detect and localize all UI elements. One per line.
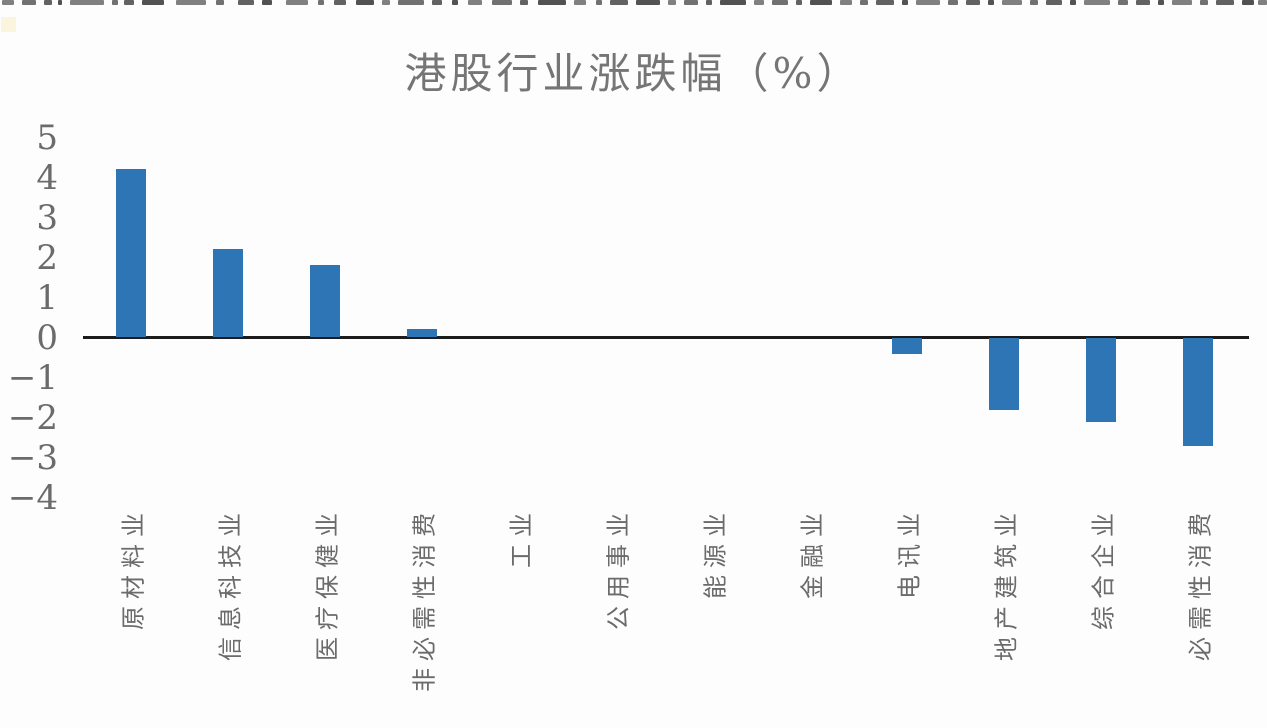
- y-tick-label: 2: [36, 238, 58, 278]
- cropped-text-fragment: [286, 0, 308, 5]
- cropped-text-fragment: [916, 0, 940, 5]
- y-tick-label: 1: [36, 278, 58, 318]
- cropped-text-fragment: [58, 0, 62, 5]
- bar-10: [989, 338, 1019, 410]
- x-axis-label: 能源业: [701, 506, 730, 599]
- cropped-text-fragment: [1200, 0, 1208, 5]
- x-axis-label: 医疗保健业: [313, 506, 342, 661]
- cropped-text-fragment: [492, 0, 512, 5]
- cropped-text-fragment: [706, 0, 712, 5]
- highlight-fragment: [1, 17, 16, 32]
- x-axis-label: 工业: [507, 506, 536, 568]
- cropped-text-fragment: [668, 0, 676, 5]
- cropped-text-fragment: [1242, 0, 1254, 5]
- bar-9: [892, 338, 922, 354]
- cropped-text-fragment: [948, 0, 958, 5]
- cropped-text-fragment: [1258, 0, 1267, 5]
- cropped-text-fragment: [988, 0, 994, 5]
- cropped-text-fragment: [684, 0, 698, 5]
- cropped-text-fragment: [112, 0, 118, 5]
- cropped-text-fragment: [22, 0, 36, 5]
- cropped-text-fragment: [1084, 0, 1110, 5]
- cropped-text-fragment: [538, 0, 566, 5]
- cropped-text-fragment: [840, 0, 852, 5]
- cropped-text-fragment: [238, 0, 254, 5]
- cropped-text-fragment: [142, 0, 164, 5]
- cropped-text-fragment: [70, 0, 104, 5]
- cropped-text-fragment: [176, 0, 206, 5]
- bar-4: [407, 329, 437, 337]
- cropped-text-fragment: [318, 0, 324, 5]
- cropped-text-fragment: [398, 0, 424, 5]
- y-tick-label: −1: [7, 358, 58, 398]
- cropped-text-fragment: [468, 0, 482, 5]
- x-axis-label: 原材料业: [119, 506, 148, 630]
- cropped-text-fragment: [1002, 0, 1022, 5]
- y-tick-label: −3: [7, 438, 58, 478]
- bar-1: [116, 169, 146, 337]
- x-axis-label: 公用事业: [604, 506, 633, 630]
- bar-11: [1086, 338, 1116, 422]
- cropped-text-fragment: [902, 0, 908, 5]
- cropped-text-fragment: [44, 0, 52, 5]
- cropped-text-fragment: [356, 0, 374, 5]
- cropped-text-fragment: [124, 0, 134, 5]
- cropped-text-fragment: [382, 0, 390, 5]
- cropped-text-fragment: [1030, 0, 1038, 5]
- x-axis-label: 地产建筑业: [992, 506, 1021, 661]
- cropped-text-fragment: [796, 0, 802, 5]
- y-tick-label: 5: [36, 118, 58, 158]
- cropped-text-fragment: [432, 0, 442, 5]
- cropped-text-fragment: [720, 0, 746, 5]
- cropped-text-fragment: [262, 0, 272, 5]
- cropped-text-fragment: [452, 0, 458, 5]
- cropped-text-fragment: [860, 0, 868, 5]
- y-tick-label: −4: [7, 478, 58, 518]
- chart-title: 港股行业涨跌幅（%）: [404, 49, 863, 98]
- cropped-text-fragment: [1216, 0, 1234, 5]
- cropped-text-fragment: [574, 0, 586, 5]
- cropped-text-fragment: [636, 0, 660, 5]
- x-axis-label: 非必需性消费: [410, 506, 439, 692]
- cropped-text-fragment: [1046, 0, 1062, 5]
- y-tick-label: 3: [36, 198, 58, 238]
- cropped-text-fragment: [1070, 0, 1076, 5]
- bar-12: [1183, 338, 1213, 446]
- bar-3: [310, 265, 340, 337]
- x-axis-label: 必需性消费: [1186, 506, 1215, 661]
- x-axis-label: 电讯业: [895, 506, 924, 599]
- cropped-text-fragment: [754, 0, 764, 5]
- cropped-text-fragment: [1158, 0, 1164, 5]
- y-tick-label: 4: [36, 158, 58, 198]
- cropped-text-fragment: [772, 0, 788, 5]
- cropped-text-fragment: [876, 0, 894, 5]
- cropped-text-fragment: [966, 0, 980, 5]
- x-axis-label: 信息科技业: [216, 506, 245, 661]
- cropped-text-fragment: [334, 0, 346, 5]
- bar-2: [213, 249, 243, 337]
- cropped-text-fragment: [1172, 0, 1192, 5]
- cropped-text-fragment: [1136, 0, 1150, 5]
- y-tick-label: −2: [7, 398, 58, 438]
- cropped-text-strip: [0, 0, 1267, 8]
- x-axis-line: [83, 336, 1249, 339]
- cropped-text-fragment: [2, 0, 14, 5]
- y-tick-label: 0: [36, 318, 58, 358]
- cropped-text-fragment: [1118, 0, 1128, 5]
- cropped-text-fragment: [596, 0, 602, 5]
- cropped-text-fragment: [216, 0, 224, 5]
- cropped-text-fragment: [610, 0, 628, 5]
- cropped-text-fragment: [810, 0, 832, 5]
- x-axis-label: 金融业: [798, 506, 827, 599]
- cropped-text-fragment: [520, 0, 528, 5]
- x-axis-label: 综合企业: [1089, 506, 1118, 630]
